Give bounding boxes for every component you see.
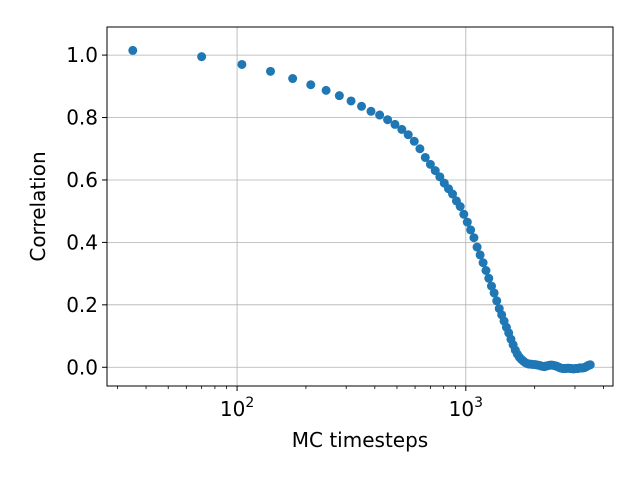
data-point <box>430 166 440 176</box>
data-point <box>265 66 275 76</box>
data-point <box>484 273 494 283</box>
y-tick-label: 1.0 <box>66 43 98 67</box>
data-point <box>478 258 488 268</box>
data-point <box>237 59 247 69</box>
y-tick-label: 0.8 <box>66 106 98 130</box>
data-point <box>462 217 472 227</box>
data-point <box>472 242 482 252</box>
data-point <box>321 85 331 95</box>
data-point <box>197 52 207 62</box>
data-point <box>486 281 496 291</box>
data-point <box>475 250 485 260</box>
data-point <box>469 233 479 243</box>
data-point <box>481 265 491 275</box>
data-point <box>375 110 385 120</box>
data-point <box>383 115 393 125</box>
data-point <box>128 45 138 55</box>
data-point <box>420 152 430 162</box>
data-point <box>403 130 413 140</box>
data-point <box>435 172 445 182</box>
x-tick-label: 102 <box>220 395 254 421</box>
data-point <box>390 119 400 129</box>
data-point <box>489 288 499 298</box>
data-point <box>585 360 595 370</box>
x-tick-label: 103 <box>449 395 483 421</box>
data-point <box>448 189 458 199</box>
data-point <box>466 225 476 235</box>
grid <box>107 27 613 386</box>
axis-ticks: 0.0 0.2 0.4 0.6 0.8 1.0 102 103 <box>66 43 604 421</box>
x-axis-label: MC timesteps <box>292 428 428 452</box>
data-point <box>425 159 435 169</box>
data-point <box>455 202 465 211</box>
data-point <box>459 209 469 219</box>
data-point <box>357 101 367 111</box>
data-point <box>346 96 356 106</box>
data-point <box>397 124 407 134</box>
y-axis-label: Correlation <box>26 151 50 261</box>
y-tick-label: 0.2 <box>66 293 98 317</box>
data-point <box>366 106 376 116</box>
data-point <box>415 144 425 154</box>
y-tick-label: 0.4 <box>66 230 98 254</box>
plot-frame <box>106 26 614 387</box>
data-point <box>409 136 419 146</box>
y-tick-label: 0.6 <box>66 168 98 192</box>
data-point <box>306 80 316 90</box>
data-point <box>288 74 298 84</box>
data-points <box>128 45 595 374</box>
data-point <box>492 296 502 306</box>
data-point <box>334 91 344 101</box>
y-tick-label: 0.0 <box>66 355 98 379</box>
